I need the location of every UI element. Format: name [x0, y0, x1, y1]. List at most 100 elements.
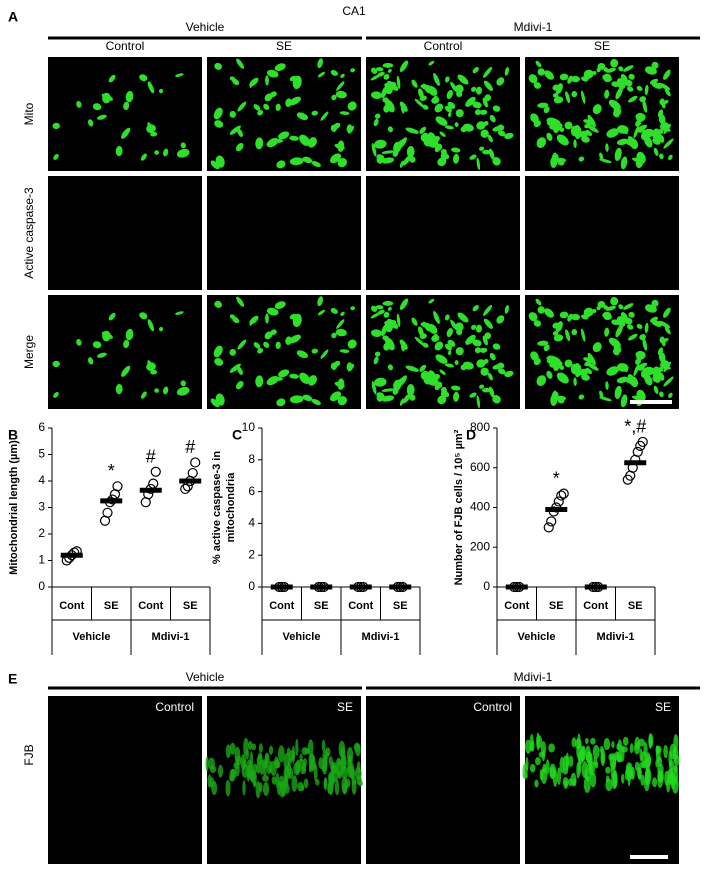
- fjb-cell: [590, 737, 596, 745]
- fjb-cell: [645, 755, 652, 765]
- mito-blob: [399, 160, 404, 168]
- mito-blob: [374, 113, 381, 119]
- mito-blob: [658, 320, 671, 329]
- mito-blob: [604, 89, 610, 99]
- mito-blob: [581, 314, 589, 320]
- mito-blob: [419, 364, 427, 372]
- mito-blob: [97, 352, 107, 358]
- fjb-cell: [655, 745, 659, 756]
- mito-blob: [215, 155, 225, 168]
- mito-blob: [573, 139, 577, 149]
- mito-blob: [504, 132, 514, 140]
- group-label: Mdivi-1: [152, 631, 190, 643]
- mito-blob: [492, 363, 503, 370]
- mito-blob: [660, 99, 666, 109]
- mito-blob: [536, 375, 547, 386]
- mito-blob: [339, 349, 350, 353]
- mito-blob: [229, 363, 241, 373]
- mito-blob: [53, 153, 59, 160]
- fjb-cell: [251, 743, 257, 751]
- data-point: [637, 436, 648, 448]
- mito-blob: [275, 341, 281, 350]
- fjb-cell: [321, 739, 326, 752]
- micrograph: [48, 696, 202, 864]
- mito-blob: [387, 307, 392, 311]
- mito-blob: [462, 123, 474, 132]
- mito-blob: [504, 305, 509, 314]
- data-point: [556, 490, 567, 501]
- mito-blob: [237, 101, 247, 112]
- panel-label: B: [8, 427, 18, 443]
- mito-blob: [448, 350, 452, 356]
- mito-blob: [552, 153, 559, 160]
- mito-blob: [414, 336, 425, 347]
- fjb-cell: [246, 767, 251, 782]
- mito-blob: [108, 312, 116, 321]
- mito-blob: [651, 82, 663, 89]
- mito-blob: [289, 157, 304, 166]
- fjb-cell: [295, 738, 299, 756]
- mito-blob: [455, 109, 464, 118]
- mito-blob: [232, 78, 240, 86]
- y-tick-label: 4: [248, 516, 255, 530]
- mito-blob: [652, 375, 661, 383]
- mito-blob: [175, 311, 184, 315]
- mito-blob: [236, 142, 244, 152]
- mito-blob: [564, 121, 573, 130]
- y-tick-label: 800: [470, 420, 490, 434]
- mito-blob: [375, 305, 384, 310]
- mito-blob: [370, 74, 382, 81]
- fjb-cell: [536, 732, 540, 751]
- x-tick-label: SE: [393, 600, 408, 612]
- fjb-cell: [207, 774, 212, 788]
- mito-blob: [333, 360, 341, 367]
- mito-blob: [474, 347, 481, 354]
- fjb-cell: [327, 782, 334, 795]
- mito-blob: [578, 394, 585, 400]
- fjb-cell: [563, 780, 569, 789]
- fjb-cell: [585, 745, 591, 763]
- mito-blob: [236, 296, 245, 307]
- mito-blob: [479, 146, 485, 151]
- mito-blob: [311, 110, 319, 116]
- mito-blob: [472, 101, 482, 109]
- mito-blob: [479, 347, 488, 353]
- mito-blob: [651, 299, 659, 307]
- mito-blob: [409, 394, 416, 401]
- mito-blob: [334, 381, 345, 388]
- fjb-cell: [593, 757, 598, 766]
- mito-blob: [340, 73, 345, 79]
- mito-blob: [399, 60, 409, 72]
- mito-blob: [603, 313, 612, 321]
- mito-blob: [620, 156, 628, 170]
- mito-blob: [433, 333, 439, 339]
- mito-blob: [307, 375, 317, 386]
- mito-blob: [296, 112, 308, 121]
- mito-blob: [457, 74, 469, 85]
- mito-blob: [434, 103, 444, 113]
- mito-blob: [618, 304, 624, 310]
- y-tick-label: 4: [38, 473, 45, 487]
- fjb-cell: [258, 743, 263, 754]
- mito-blob: [659, 153, 664, 160]
- mito-blob: [428, 60, 435, 66]
- group-label: Vehicle: [73, 631, 111, 643]
- mito-blob: [614, 147, 622, 161]
- fjb-cell: [255, 781, 261, 799]
- mito-blob: [644, 84, 649, 96]
- mito-blob: [645, 66, 652, 73]
- fjb-cell: [309, 754, 316, 772]
- mito-blob: [249, 315, 259, 325]
- fjb-cell: [639, 748, 643, 762]
- mito-blob: [492, 157, 501, 166]
- mito-blob: [213, 345, 223, 358]
- mito-blob: [330, 70, 338, 76]
- mito-blob: [618, 66, 624, 72]
- mito-blob: [102, 330, 111, 342]
- fjb-cell: [299, 753, 303, 762]
- significance-label: *: [553, 468, 560, 488]
- mito-blob: [411, 317, 418, 326]
- mito-blob: [454, 122, 459, 128]
- mito-blob: [597, 63, 606, 70]
- mito-blob: [232, 316, 240, 324]
